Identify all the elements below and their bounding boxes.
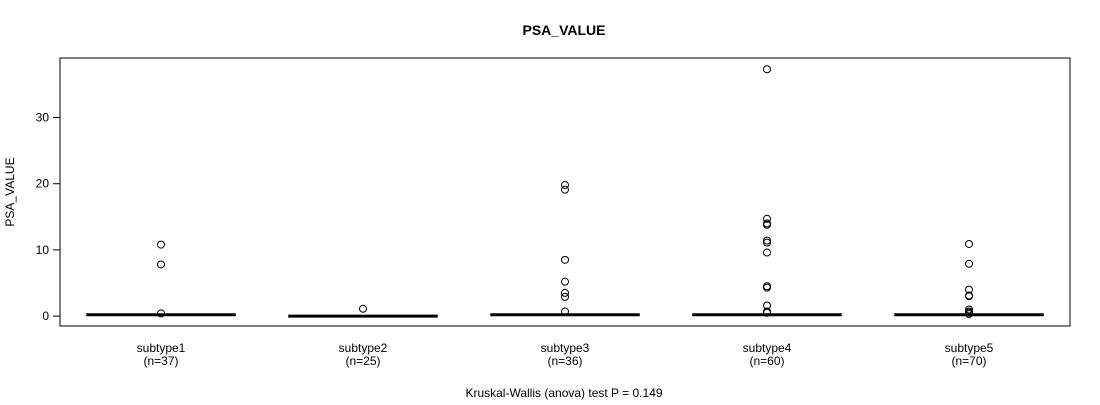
x-tick-label-subtype1: subtype1 bbox=[137, 341, 186, 355]
outlier-point-subtype5-1 bbox=[965, 259, 973, 268]
y-tick-label-3: 30 bbox=[36, 111, 50, 125]
chart-title: PSA_VALUE bbox=[523, 22, 606, 38]
outlier-point-subtype3-5 bbox=[561, 292, 569, 301]
outlier-point-subtype2-0 bbox=[359, 304, 367, 313]
x-axis-labels: subtype1(n=37) subtype2(n=25) subtype3(n=3… bbox=[137, 341, 994, 368]
x-count-label-subtype2: (n=25) bbox=[345, 354, 380, 368]
box-subtype5 bbox=[894, 239, 1044, 319]
outlier-point-subtype1-2 bbox=[157, 309, 165, 318]
box-subtype2 bbox=[288, 304, 438, 318]
y-tick-label-0: 0 bbox=[42, 309, 49, 323]
x-count-label-subtype5: (n=70) bbox=[951, 354, 986, 368]
outlier-point-subtype3-6 bbox=[561, 307, 569, 316]
box-subtype1 bbox=[86, 240, 236, 318]
outlier-point-subtype4-8 bbox=[763, 283, 771, 292]
y-tick-label-2: 20 bbox=[36, 177, 50, 191]
x-tick-label-subtype5: subtype5 bbox=[945, 341, 994, 355]
outlier-point-subtype4-11 bbox=[763, 308, 771, 317]
outlier-point-subtype3-1 bbox=[561, 185, 569, 194]
x-count-label-subtype4: (n=60) bbox=[749, 354, 784, 368]
outlier-point-subtype3-3 bbox=[561, 277, 569, 286]
outlier-point-subtype3-2 bbox=[561, 255, 569, 264]
outlier-point-subtype5-0 bbox=[965, 239, 973, 248]
outlier-point-subtype1-0 bbox=[157, 240, 165, 249]
box-subtype4 bbox=[692, 65, 842, 317]
outlier-point-subtype4-5 bbox=[763, 238, 771, 247]
x-count-label-subtype3: (n=36) bbox=[547, 354, 582, 368]
outlier-point-subtype4-3 bbox=[763, 220, 771, 229]
outlier-point-subtype4-4 bbox=[763, 236, 771, 245]
boxes-group bbox=[86, 65, 1044, 319]
outlier-point-subtype4-0 bbox=[763, 65, 771, 74]
outlier-point-subtype5-8 bbox=[965, 310, 973, 319]
outlier-point-subtype3-0 bbox=[561, 181, 569, 190]
outlier-point-subtype3-4 bbox=[561, 288, 569, 297]
outlier-point-subtype5-4 bbox=[965, 292, 973, 301]
y-axis-label: PSA_VALUE bbox=[3, 157, 17, 226]
chart-subtitle: Kruskal-Wallis (anova) test P = 0.149 bbox=[465, 386, 662, 400]
outlier-point-subtype1-1 bbox=[157, 260, 165, 269]
x-tick-label-subtype3: subtype3 bbox=[541, 341, 590, 355]
x-tick-label-subtype2: subtype2 bbox=[339, 341, 388, 355]
box-subtype3 bbox=[490, 181, 640, 317]
x-tick-label-subtype4: subtype4 bbox=[743, 341, 792, 355]
outlier-point-subtype4-1 bbox=[763, 214, 771, 223]
x-count-label-subtype1: (n=37) bbox=[143, 354, 178, 368]
plot-frame bbox=[59, 57, 1071, 327]
outlier-point-subtype5-5 bbox=[965, 305, 973, 314]
y-tick-label-1: 10 bbox=[36, 243, 50, 257]
y-axis: 0 10 20 30 bbox=[36, 111, 60, 323]
outlier-point-subtype4-6 bbox=[763, 248, 771, 257]
